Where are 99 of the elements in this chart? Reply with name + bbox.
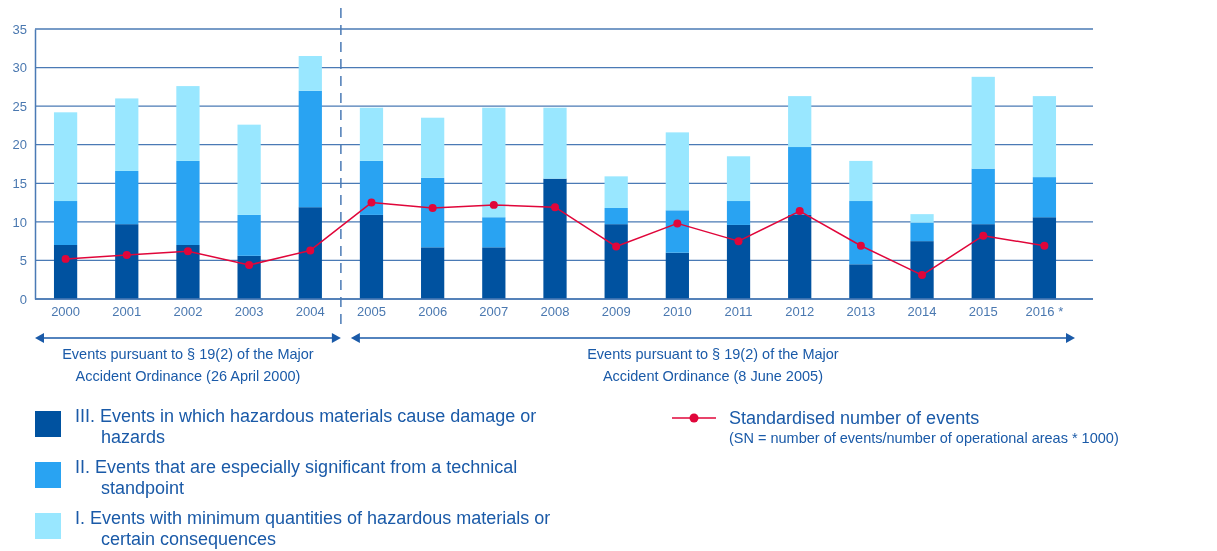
bar: [543, 178, 567, 299]
bar: [604, 224, 628, 299]
point: [856, 241, 865, 250]
x-tick-label: 2001: [112, 304, 142, 320]
bar: [482, 217, 506, 248]
bar: [543, 107, 567, 179]
bar: [665, 210, 689, 253]
point: [734, 237, 743, 246]
y-tick-label: 15: [12, 175, 27, 191]
bar: [421, 177, 445, 248]
bar: [604, 207, 628, 225]
bar: [359, 107, 384, 161]
point: [918, 271, 927, 280]
bar: [298, 90, 322, 208]
bar: [849, 160, 873, 202]
point: [673, 219, 682, 228]
bar: [115, 224, 139, 299]
point: [612, 242, 621, 251]
bar: [1032, 217, 1057, 299]
bar: [115, 98, 139, 171]
point: [122, 251, 131, 260]
point: [61, 254, 70, 263]
y-tick-label: 0: [19, 291, 27, 307]
x-tick-label: 2013: [846, 304, 876, 320]
point: [183, 247, 192, 256]
bar: [298, 56, 322, 91]
bar: [788, 214, 812, 299]
y-tick-label: 25: [12, 98, 27, 114]
bar: [53, 245, 78, 299]
bar: [53, 201, 78, 245]
bar: [53, 112, 78, 202]
x-tick-label: 2005: [357, 304, 386, 320]
x-tick-label: 2016 *: [1025, 304, 1064, 320]
x-tick-label: 2015: [968, 304, 998, 320]
bar: [788, 147, 812, 215]
x-tick-label: 2002: [173, 304, 203, 320]
bar: [971, 168, 995, 225]
text: Events pursuant to § 19(2) of the Major Accident Ordinance (8 June 2005): [587, 346, 839, 384]
x-tick-label: 2003: [234, 304, 264, 320]
x-tick-label: 2010: [662, 304, 692, 320]
bar: [237, 255, 261, 299]
y-tick-label: 30: [12, 60, 27, 76]
bar: [971, 76, 995, 169]
y-tick-label: 35: [12, 21, 27, 37]
x-tick-label: 2000: [51, 304, 81, 320]
bar: [910, 241, 934, 299]
bar: [910, 214, 934, 223]
legend-label: Standardised number of events: [729, 408, 980, 428]
bar: [176, 160, 200, 245]
y-tick-label: 20: [12, 137, 27, 153]
y-tick-label: 10: [12, 214, 27, 230]
text: Events pursuant to § 19(2) of the Major Accident Ordinance (26 April 2000): [62, 346, 314, 384]
x-tick-label: 2008: [540, 304, 570, 320]
x-tick-label: 2007: [479, 304, 509, 320]
point: [551, 203, 559, 212]
bar: [849, 264, 873, 299]
text: (SN = number of events/number of operational areas * 1000): [729, 430, 1119, 446]
bar: [482, 107, 506, 218]
x-tick-label: 2012: [785, 304, 815, 320]
point: [367, 198, 376, 207]
bar: [482, 247, 506, 299]
bar: [176, 86, 200, 161]
bar: [665, 252, 689, 299]
legend-label: III. Events in which hazardous materials cause damage or hazards: [75, 406, 537, 447]
point: [489, 200, 498, 209]
point: [428, 203, 437, 212]
x-tick-label: 2004: [295, 304, 325, 320]
bar: [726, 201, 751, 225]
bar: [910, 222, 934, 242]
bar: [359, 214, 384, 299]
point: [795, 207, 804, 216]
x-tick-label: 2011: [724, 304, 753, 320]
bar: [604, 176, 628, 208]
bar: [115, 170, 139, 225]
x-tick-label: 2009: [601, 304, 631, 320]
bar: [298, 207, 322, 299]
bar: [971, 224, 995, 299]
bar: [849, 201, 873, 265]
bar: [421, 247, 445, 299]
bar: [788, 96, 812, 148]
bar: [176, 245, 200, 299]
bar: [726, 224, 751, 299]
point: [1040, 241, 1049, 250]
bar: [421, 117, 445, 178]
bar: [237, 214, 261, 256]
y-tick-label: 5: [19, 253, 27, 269]
legend-label: II. Events that are especially significant from a technical standpoint: [75, 457, 518, 498]
point: [306, 246, 315, 255]
x-tick-label: 2006: [418, 304, 448, 320]
bar: [665, 132, 689, 211]
bar: [1032, 177, 1057, 218]
bar: [237, 124, 261, 215]
point: [245, 261, 254, 270]
bar: [359, 160, 384, 215]
point: [979, 231, 988, 240]
x-tick-label: 2014: [907, 304, 937, 320]
bar: [1032, 96, 1057, 178]
bar: [726, 156, 751, 202]
legend-label: I. Events with minimum quantities of hazardous materials or certain consequences: [75, 508, 551, 549]
